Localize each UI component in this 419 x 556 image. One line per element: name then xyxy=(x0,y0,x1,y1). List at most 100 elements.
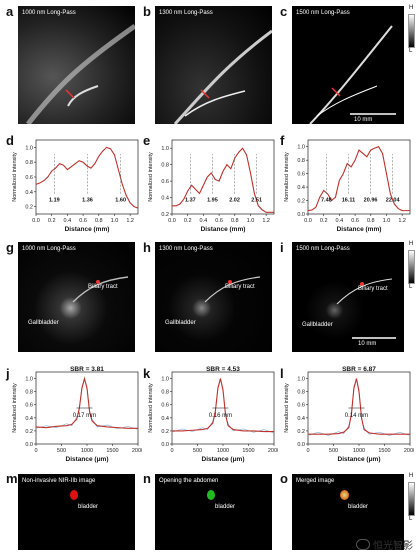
peak-ratio-label: 20.96 xyxy=(364,198,378,204)
panel-letter-f: f xyxy=(280,133,285,148)
x-axis-label: Distance (μm) xyxy=(338,456,381,463)
colorbar-c-high: H xyxy=(409,5,414,11)
image-c-title: 1500 nm Long-Pass xyxy=(296,10,350,16)
peak-ratio-label: 1.37 xyxy=(185,198,196,204)
raw-profile-line xyxy=(307,378,411,436)
y-tick-label: 0.4 xyxy=(25,416,33,422)
x-tick-label: 0.6 xyxy=(79,218,87,224)
y-tick-label: 0.6 xyxy=(25,403,33,409)
peak-ratio-label: 1.36 xyxy=(82,198,93,204)
y-tick-label: 1.0 xyxy=(25,377,33,383)
peak-ratio-label: 1.19 xyxy=(49,198,60,204)
y-tick-label: 0.2 xyxy=(25,205,33,211)
image-n-title: Opening the abdomen xyxy=(159,478,219,484)
image-h: 1300 nm Long-Pass Biliary tract Gallblad… xyxy=(155,242,272,352)
x-tick-label: 1000 xyxy=(353,448,365,454)
vessel-drawing-b xyxy=(173,29,272,124)
x-tick-label: 1000 xyxy=(217,448,229,454)
profile-line xyxy=(35,376,138,429)
image-h-gall: Gallbladder xyxy=(165,320,196,326)
x-tick-label: 1.2 xyxy=(262,218,270,224)
x-tick-label: 0.0 xyxy=(304,218,312,224)
panel-letter-a: a xyxy=(6,4,14,19)
y-tick-label: 0.0 xyxy=(25,442,33,448)
x-axis-label: Distance (mm) xyxy=(65,226,110,233)
image-i-gall: Gallbladder xyxy=(302,322,333,328)
panel-letter-g: g xyxy=(6,240,14,255)
image-c: 1500 nm Long-Pass 10 mm xyxy=(292,6,404,124)
x-tick-label: 500 xyxy=(57,448,66,454)
x-tick-label: 500 xyxy=(193,448,202,454)
image-h-title: 1300 nm Long-Pass xyxy=(159,246,213,252)
image-o-title: Merged image xyxy=(296,478,335,484)
image-b-title: 1300 nm Long-Pass xyxy=(159,10,213,16)
y-axis-label: Normalized intensity xyxy=(284,152,290,202)
y-tick-label: 0.2 xyxy=(297,199,305,205)
image-h-biliary: Biliary tract xyxy=(225,284,255,290)
image-n: Opening the abdomen bladder xyxy=(155,474,272,550)
image-a-title: 1000 nm Long-Pass xyxy=(22,10,76,16)
panel-letter-j: j xyxy=(6,366,10,381)
vessel-drawing-a xyxy=(26,23,135,124)
y-tick-label: 0.8 xyxy=(297,158,305,164)
profile-line xyxy=(308,378,410,435)
scale-bar-c-label: 10 mm xyxy=(354,117,373,123)
fwhm-label: 0.14 mm xyxy=(345,413,368,419)
sbr-label: SBR = 4.53 xyxy=(206,366,240,373)
x-axis-label: Distance (μm) xyxy=(202,456,245,463)
y-tick-label: 0.0 xyxy=(297,212,305,218)
bladder-spot-m xyxy=(70,490,78,500)
image-g: 1000 nm Long-Pass Biliary tract Gallblad… xyxy=(18,242,135,352)
panel-letter-e: e xyxy=(143,133,151,148)
y-tick-label: 0.8 xyxy=(161,390,169,396)
peak-ratio-label: 2.02 xyxy=(229,198,240,204)
sbr-label: SBR = 6.87 xyxy=(342,366,376,373)
profile-line xyxy=(172,378,274,433)
image-b: 1300 nm Long-Pass xyxy=(155,6,272,124)
image-g-biliary: Biliary tract xyxy=(88,284,118,290)
colorbar-i-high: H xyxy=(409,241,414,247)
y-tick-label: 0.6 xyxy=(161,179,169,185)
fwhm-label: 0.16 mm xyxy=(209,413,232,419)
biliary-drawing-i xyxy=(336,278,396,339)
x-tick-label: 1.2 xyxy=(126,218,134,224)
plot-frame xyxy=(171,139,275,215)
peak-ratio-label: 1.60 xyxy=(115,198,126,204)
image-i-biliary: Biliary tract xyxy=(358,286,388,292)
panel-letter-l: l xyxy=(280,366,284,381)
profile-line xyxy=(172,147,274,213)
sbr-label: SBR = 3.81 xyxy=(70,366,104,373)
x-axis-label: Distance (μm) xyxy=(66,456,109,463)
chart-d: 0.0 0.2 0.4 0.6 0.8 1.0 1.20.20.40.60.81.0Dist… xyxy=(12,139,139,233)
y-tick-label: 1.0 xyxy=(161,377,169,383)
colorbar-c-low: L xyxy=(409,48,413,54)
y-tick-label: 0.4 xyxy=(25,190,33,196)
x-tick-label: 0.2 xyxy=(184,218,192,224)
x-tick-label: 500 xyxy=(329,448,338,454)
image-i: 1500 nm Long-Pass Biliary tract Gallblad… xyxy=(292,242,404,352)
y-tick-label: 0.4 xyxy=(297,185,305,191)
panel-letter-h: h xyxy=(143,240,151,255)
panel-letter-i: i xyxy=(280,240,284,255)
y-tick-label: 1.0 xyxy=(297,377,305,383)
panel-letter-c: c xyxy=(280,4,288,19)
y-axis-label: Normalized intensity xyxy=(148,383,154,433)
x-tick-label: 0.0 xyxy=(32,218,40,224)
x-tick-label: 0.4 xyxy=(336,218,344,224)
x-tick-label: 0.8 xyxy=(95,218,103,224)
x-tick-label: 0 xyxy=(34,448,37,454)
wechat-icon xyxy=(356,539,370,550)
biliary-drawing-h xyxy=(204,276,261,303)
peak-ratio-label: 22.04 xyxy=(386,198,401,204)
y-tick-label: 0.8 xyxy=(25,390,33,396)
y-tick-label: 0.2 xyxy=(297,429,305,435)
profile-line xyxy=(307,146,410,212)
colorbar-i-low: L xyxy=(409,284,413,290)
panel-letter-b: b xyxy=(143,4,151,19)
y-axis-label: Normalized intensity xyxy=(148,152,154,202)
colorbar-c xyxy=(408,14,415,48)
image-a: 1000 nm Long-Pass xyxy=(18,6,135,124)
y-tick-label: 0.8 xyxy=(161,163,169,169)
